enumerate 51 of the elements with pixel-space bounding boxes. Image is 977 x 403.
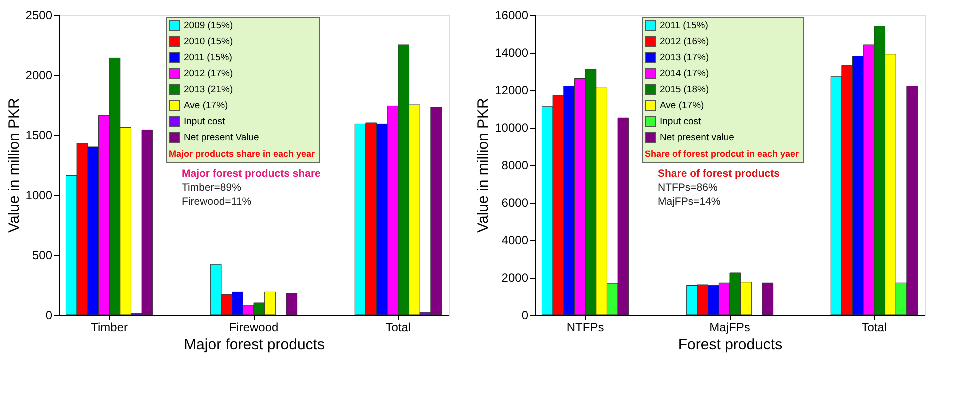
y-tick-label: 0 xyxy=(46,308,53,322)
x-tick-label: Firewood xyxy=(229,320,279,334)
legend-label: Input cost xyxy=(660,116,702,128)
legend-label: 2012 (16%) xyxy=(660,36,710,48)
annotation: MajFPs=14% xyxy=(658,196,721,208)
legend-label: 2015 (18%) xyxy=(660,84,710,96)
x-tick-label: Timber xyxy=(91,320,128,334)
y-tick-label: 6000 xyxy=(502,196,529,210)
y-tick-label: 12000 xyxy=(495,84,529,98)
legend-label: 2012 (17%) xyxy=(184,68,234,80)
y-tick-label: 2000 xyxy=(502,271,529,285)
legend-label: 2014 (17%) xyxy=(660,68,710,80)
y-tick-label: 14000 xyxy=(495,46,529,60)
y-tick-label: 2000 xyxy=(26,68,53,82)
legend-label: Net present Value xyxy=(184,132,260,144)
legend-label: Net present value xyxy=(660,132,734,144)
annotation: Major forest products share xyxy=(182,168,322,180)
legend-label: 2011 (15%) xyxy=(184,52,232,64)
bar xyxy=(286,293,298,316)
x-tick-label: NTFPs xyxy=(566,320,604,334)
y-tick-label: 2500 xyxy=(26,8,53,22)
legend-label: 2010 (15%) xyxy=(184,36,234,48)
legend-label: 2009 (15%) xyxy=(184,20,234,32)
legend-title: Share of forest prodcut in each yaer xyxy=(645,149,800,159)
annotation: NTFPs=86% xyxy=(658,182,718,194)
legend-title: Major products share in each year xyxy=(169,149,316,159)
y-tick-label: 1500 xyxy=(26,128,53,142)
y-tick-label: 8000 xyxy=(502,158,529,172)
legend-label: 2011 (15%) xyxy=(660,20,708,32)
legend-label: Ave (17%) xyxy=(660,100,704,112)
y-tick-label: 4000 xyxy=(502,234,529,248)
legend-label: Input cost xyxy=(184,116,226,128)
annotation: Share of forest products xyxy=(658,168,780,180)
y-axis-title: Value in million PKR xyxy=(6,98,23,233)
x-axis-title: Major forest products xyxy=(184,336,325,354)
x-tick-label: Total xyxy=(386,320,412,334)
y-axis-title: Value in million PKR xyxy=(475,98,492,233)
annotation: Firewood=11% xyxy=(182,196,252,208)
x-tick-label: Total xyxy=(862,320,888,334)
y-tick-label: 0 xyxy=(522,308,529,322)
legend-label: 2013 (21%) xyxy=(184,84,234,96)
x-tick-label: MajFPs xyxy=(710,320,750,334)
y-tick-label: 16000 xyxy=(495,8,529,22)
legend-label: Ave (17%) xyxy=(184,100,228,112)
bar xyxy=(762,282,774,316)
legend-label: 2013 (17%) xyxy=(660,52,710,64)
annotation: Timber=89% xyxy=(182,182,242,194)
y-tick-label: 1000 xyxy=(26,188,53,202)
y-tick-label: 10000 xyxy=(495,121,529,135)
x-axis-title: Forest products xyxy=(678,336,783,354)
y-tick-label: 500 xyxy=(32,248,53,262)
